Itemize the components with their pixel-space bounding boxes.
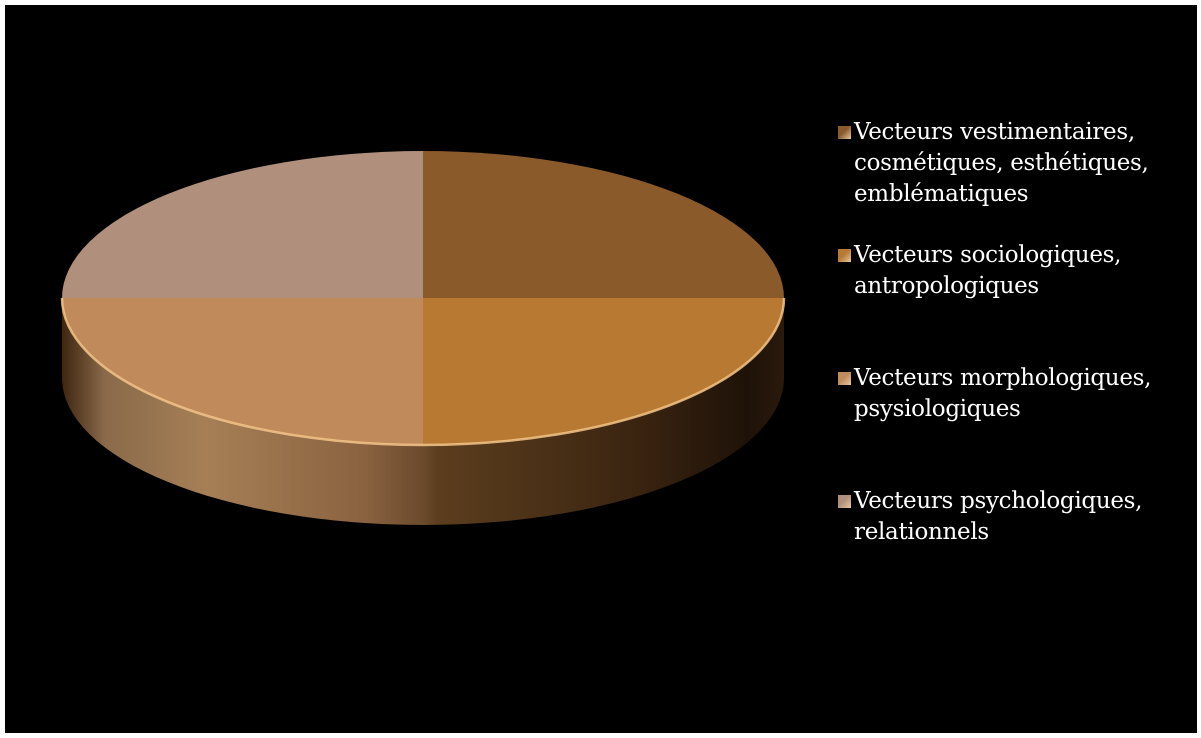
chart-background: Vecteurs vestimentaires, cosmétiques, es… — [5, 5, 1197, 733]
legend-label-line: psysiologiques — [854, 396, 1021, 422]
legend-item-vestimentaires: Vecteurs vestimentaires, cosmétiques, es… — [838, 117, 1183, 240]
legend-label-line: Vecteurs morphologiques, — [854, 365, 1152, 391]
pie-rim-line — [60, 297, 786, 447]
pie-slice-0 — [423, 151, 784, 298]
legend-item-morphologiques: Vecteurs morphologiques, psysiologiques — [838, 363, 1183, 486]
pie-slice-3 — [62, 151, 423, 298]
legend-swatch-vestimentaires — [838, 126, 851, 139]
pie-slice-1 — [423, 298, 784, 445]
legend-swatch-morphologiques — [838, 372, 851, 385]
legend-label-line: emblématiques — [854, 181, 1029, 207]
legend-label-line: Vecteurs sociologiques, — [854, 242, 1122, 268]
legend-label-line: Vecteurs vestimentaires, — [854, 119, 1135, 145]
legend-item-sociologiques: Vecteurs sociologiques, antropologiques — [838, 240, 1183, 363]
pie-wall-surface — [62, 298, 784, 525]
pie-slice-2 — [62, 298, 423, 445]
pie-rim-highlight — [60, 297, 786, 447]
pie-chart — [60, 151, 786, 525]
legend-swatch-psychologiques — [838, 495, 851, 508]
legend-label-line: antropologiques — [854, 273, 1039, 299]
pie-slices — [62, 151, 784, 445]
pie-side-wall — [62, 298, 784, 525]
legend-item-psychologiques: Vecteurs psychologiques, relationnels — [838, 486, 1183, 548]
legend-swatch-sociologiques — [838, 249, 851, 262]
legend-label-line: Vecteurs psychologiques, — [854, 488, 1143, 514]
legend-label-line: cosmétiques, esthétiques, — [854, 150, 1149, 176]
legend-label-line: relationnels — [854, 519, 989, 545]
chart-legend: Vecteurs vestimentaires, cosmétiques, es… — [838, 117, 1183, 548]
